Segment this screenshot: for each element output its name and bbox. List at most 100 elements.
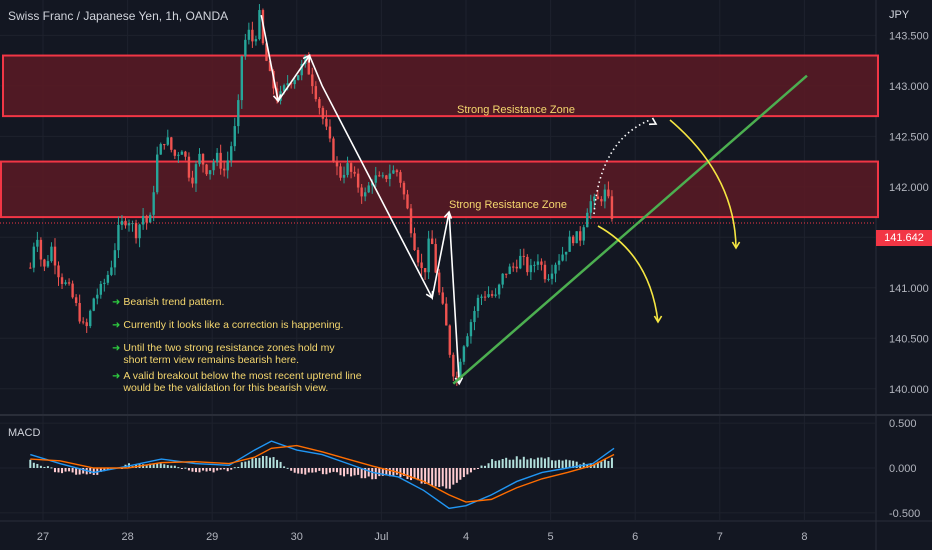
macd-histogram-bar: [261, 456, 264, 468]
macd-histogram-bar: [78, 468, 81, 475]
candle-body: [497, 284, 501, 295]
candle-body: [589, 201, 592, 213]
macd-histogram-bar: [335, 468, 338, 473]
candle-body: [406, 194, 409, 209]
candle-body: [159, 144, 162, 155]
price-tick-label: 142.000: [889, 182, 929, 194]
macd-histogram-bar: [533, 459, 536, 468]
macd-histogram-bar: [512, 459, 515, 468]
candle-body: [138, 224, 141, 239]
candle-body: [557, 260, 561, 265]
candle-body: [399, 172, 402, 183]
macd-histogram-bar: [402, 468, 405, 476]
macd-histogram-bar: [92, 468, 95, 475]
macd-histogram-bar: [321, 468, 324, 475]
candle-body: [459, 361, 462, 378]
candle-body: [378, 175, 381, 177]
macd-histogram-bar: [46, 466, 49, 468]
candle-body: [32, 246, 36, 268]
candle-body: [571, 236, 575, 244]
candle-body: [325, 118, 328, 127]
candle-body: [430, 238, 434, 245]
candle-body: [512, 266, 515, 268]
macd-histogram-bar: [269, 457, 272, 468]
candle-body: [148, 214, 152, 223]
candle-body: [103, 282, 106, 284]
candle-body: [501, 273, 504, 285]
time-tick-label: 6: [632, 531, 638, 543]
candle-body: [388, 173, 392, 179]
price-tick-label: 140.000: [889, 384, 929, 396]
candle-body: [145, 215, 148, 223]
macd-histogram-bar: [300, 468, 303, 474]
candle-body: [258, 10, 261, 40]
candle-body: [469, 322, 473, 337]
candle-body: [180, 151, 184, 155]
candle-body: [356, 173, 360, 188]
candle-body: [579, 231, 582, 241]
candle-body: [187, 156, 191, 178]
candle-body: [438, 272, 441, 293]
candle-body: [367, 185, 370, 193]
macd-histogram-bar: [438, 468, 441, 487]
macd-histogram-bar: [473, 468, 476, 470]
candle-body: [540, 261, 543, 265]
macd-histogram-bar: [318, 468, 321, 471]
macd-histogram-bar: [283, 466, 286, 468]
candle-body: [85, 322, 88, 327]
macd-histogram-bar: [427, 468, 430, 484]
candle-body: [346, 163, 349, 175]
candle-body: [409, 208, 413, 234]
macd-histogram-bar: [410, 468, 413, 481]
resistance-zone-lower: [0, 160, 879, 219]
candle-body: [416, 250, 420, 263]
macd-histogram-bar: [247, 460, 250, 468]
candle-body: [550, 273, 554, 279]
note-1: ➜ Bearish trend pattern.: [112, 296, 224, 309]
candle-body: [170, 137, 173, 150]
macd-histogram-bar: [226, 468, 229, 472]
candle-body: [64, 282, 67, 284]
pattern-arrowhead: [302, 54, 311, 63]
macd-histogram-bar: [505, 457, 508, 468]
macd-histogram-bar: [152, 463, 155, 468]
macd-tick-label: 0.000: [889, 463, 917, 475]
macd-histogram-bar: [170, 465, 173, 468]
candle-body: [413, 233, 416, 251]
macd-histogram-bar: [431, 468, 434, 487]
macd-histogram-bar: [279, 461, 282, 468]
candle-body: [247, 29, 251, 40]
candle-body: [240, 56, 244, 101]
macd-histogram-bar: [75, 468, 78, 475]
macd-histogram-bar: [209, 468, 212, 471]
candle-body: [67, 282, 71, 284]
candle-body: [526, 256, 529, 273]
macd-histogram-bar: [332, 468, 335, 472]
candle-body: [392, 170, 395, 174]
time-tick-label: Jul: [374, 531, 388, 543]
candle-body: [371, 182, 374, 186]
macd-tick-label: -0.500: [889, 508, 920, 520]
candle-body: [205, 164, 208, 175]
macd-histogram-bar: [328, 468, 331, 473]
candle-body: [596, 196, 600, 200]
macd-histogram-bar: [515, 456, 518, 468]
candle-body: [222, 168, 226, 171]
candle-body: [50, 246, 53, 262]
candle-body: [96, 294, 99, 299]
macd-label: MACD: [8, 427, 41, 439]
candle-body: [504, 273, 508, 275]
note-text: Currently it looks like a correction is …: [123, 319, 344, 331]
candle-body: [293, 80, 296, 85]
candle-body: [265, 43, 268, 61]
candle-body: [29, 267, 32, 269]
candle-body: [39, 239, 43, 260]
zone-label-upper: Strong Resistance Zone: [457, 104, 575, 116]
candle-body: [300, 63, 303, 76]
candle-body: [374, 175, 377, 183]
time-tick-label: 29: [206, 531, 218, 543]
candle-body: [360, 187, 363, 197]
green-arrow-icon: ➜: [112, 297, 121, 308]
candle-body: [519, 255, 522, 269]
candle-body: [226, 160, 229, 171]
